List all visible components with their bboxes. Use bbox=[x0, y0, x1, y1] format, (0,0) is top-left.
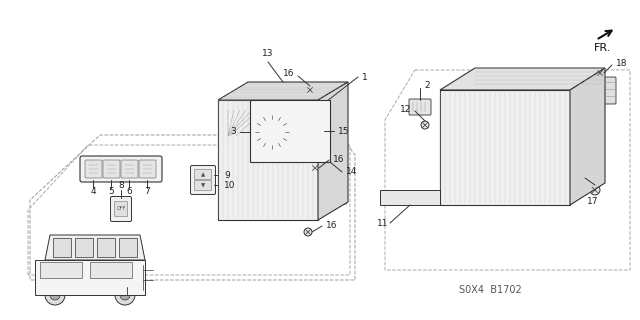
Text: 2: 2 bbox=[424, 82, 429, 91]
FancyBboxPatch shape bbox=[291, 169, 311, 185]
FancyBboxPatch shape bbox=[294, 108, 326, 154]
Circle shape bbox=[225, 187, 241, 203]
Polygon shape bbox=[40, 262, 82, 278]
Polygon shape bbox=[318, 82, 348, 220]
FancyBboxPatch shape bbox=[111, 196, 131, 221]
Circle shape bbox=[306, 86, 314, 94]
Text: 13: 13 bbox=[262, 50, 274, 59]
FancyBboxPatch shape bbox=[319, 189, 346, 204]
Text: 4: 4 bbox=[90, 188, 96, 196]
FancyBboxPatch shape bbox=[319, 130, 346, 145]
Polygon shape bbox=[75, 238, 93, 257]
Text: ▲: ▲ bbox=[201, 172, 205, 177]
Text: S0X4  B1702: S0X4 B1702 bbox=[459, 285, 522, 295]
FancyBboxPatch shape bbox=[247, 169, 267, 185]
FancyBboxPatch shape bbox=[222, 144, 237, 164]
Circle shape bbox=[254, 114, 290, 150]
FancyBboxPatch shape bbox=[602, 77, 616, 104]
Polygon shape bbox=[440, 68, 605, 90]
FancyBboxPatch shape bbox=[298, 113, 321, 124]
Polygon shape bbox=[53, 238, 71, 257]
Circle shape bbox=[427, 195, 433, 201]
Circle shape bbox=[387, 195, 393, 201]
Polygon shape bbox=[119, 238, 137, 257]
Circle shape bbox=[590, 185, 600, 195]
FancyBboxPatch shape bbox=[225, 169, 245, 185]
FancyBboxPatch shape bbox=[267, 144, 282, 164]
Text: 16: 16 bbox=[282, 69, 294, 78]
Polygon shape bbox=[45, 235, 145, 260]
Circle shape bbox=[291, 187, 307, 203]
FancyBboxPatch shape bbox=[139, 160, 156, 178]
Text: 18: 18 bbox=[616, 59, 627, 68]
FancyBboxPatch shape bbox=[225, 107, 311, 139]
FancyBboxPatch shape bbox=[297, 144, 312, 164]
FancyBboxPatch shape bbox=[121, 160, 138, 178]
Text: 8: 8 bbox=[118, 181, 124, 190]
FancyBboxPatch shape bbox=[195, 180, 211, 190]
Text: 12: 12 bbox=[399, 105, 411, 114]
FancyBboxPatch shape bbox=[115, 202, 127, 217]
Circle shape bbox=[295, 191, 303, 199]
Polygon shape bbox=[440, 90, 570, 205]
Polygon shape bbox=[380, 190, 440, 205]
FancyBboxPatch shape bbox=[269, 169, 289, 185]
Text: ▼: ▼ bbox=[201, 183, 205, 188]
Circle shape bbox=[45, 285, 65, 305]
Text: 16: 16 bbox=[333, 156, 344, 164]
Text: 1: 1 bbox=[362, 73, 368, 82]
FancyBboxPatch shape bbox=[237, 144, 252, 164]
Text: 9: 9 bbox=[224, 171, 230, 180]
Text: 16: 16 bbox=[326, 221, 337, 230]
Circle shape bbox=[50, 290, 60, 300]
Circle shape bbox=[304, 228, 312, 236]
Circle shape bbox=[268, 128, 276, 136]
Text: OFF: OFF bbox=[116, 206, 125, 212]
FancyBboxPatch shape bbox=[298, 124, 321, 135]
FancyBboxPatch shape bbox=[191, 165, 216, 195]
Text: 17: 17 bbox=[588, 197, 599, 206]
Text: 15: 15 bbox=[338, 126, 349, 135]
Polygon shape bbox=[97, 238, 115, 257]
Polygon shape bbox=[250, 100, 330, 162]
Text: 10: 10 bbox=[224, 180, 236, 189]
FancyBboxPatch shape bbox=[282, 144, 297, 164]
FancyBboxPatch shape bbox=[85, 160, 102, 178]
Text: 11: 11 bbox=[376, 219, 388, 228]
FancyBboxPatch shape bbox=[298, 137, 321, 148]
Polygon shape bbox=[218, 100, 318, 220]
Circle shape bbox=[258, 187, 274, 203]
Circle shape bbox=[115, 285, 135, 305]
FancyBboxPatch shape bbox=[319, 149, 346, 164]
Circle shape bbox=[407, 195, 413, 201]
Text: FR.: FR. bbox=[594, 43, 611, 53]
Circle shape bbox=[120, 290, 130, 300]
Text: 7: 7 bbox=[144, 188, 150, 196]
FancyBboxPatch shape bbox=[195, 170, 211, 180]
FancyBboxPatch shape bbox=[409, 99, 431, 115]
Polygon shape bbox=[218, 82, 348, 100]
FancyBboxPatch shape bbox=[252, 144, 267, 164]
FancyBboxPatch shape bbox=[103, 160, 120, 178]
Polygon shape bbox=[90, 262, 132, 278]
Text: 3: 3 bbox=[230, 127, 236, 137]
Circle shape bbox=[262, 191, 270, 199]
Circle shape bbox=[130, 278, 140, 288]
FancyBboxPatch shape bbox=[80, 156, 162, 182]
Circle shape bbox=[596, 69, 604, 77]
Circle shape bbox=[311, 164, 319, 172]
Circle shape bbox=[262, 122, 282, 142]
Text: 14: 14 bbox=[346, 167, 357, 177]
Circle shape bbox=[229, 191, 237, 199]
Text: 6: 6 bbox=[126, 188, 132, 196]
FancyBboxPatch shape bbox=[319, 109, 346, 124]
Polygon shape bbox=[35, 260, 145, 295]
FancyBboxPatch shape bbox=[319, 170, 346, 185]
Text: 5: 5 bbox=[108, 188, 114, 196]
Circle shape bbox=[421, 121, 429, 129]
Polygon shape bbox=[570, 68, 605, 205]
